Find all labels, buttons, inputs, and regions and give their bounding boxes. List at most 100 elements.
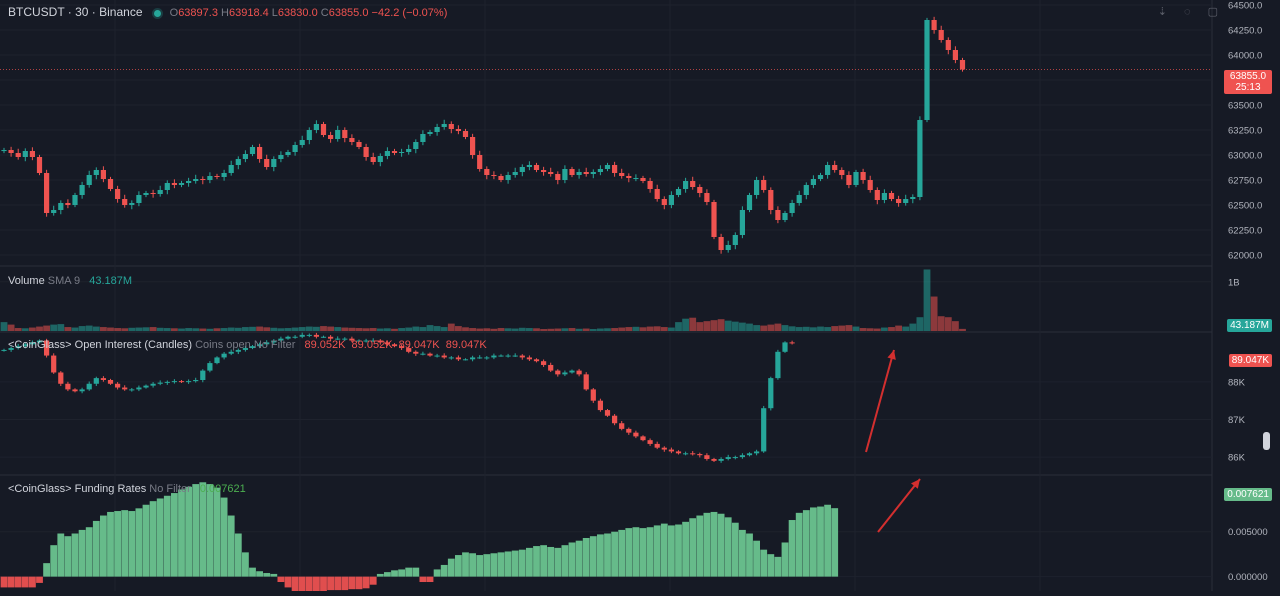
bar bbox=[703, 512, 711, 577]
bar bbox=[902, 326, 910, 331]
candle-body bbox=[406, 348, 412, 352]
bar bbox=[348, 576, 356, 590]
candle-body bbox=[441, 355, 447, 358]
candle-body bbox=[690, 453, 696, 455]
bar bbox=[305, 576, 313, 591]
bar bbox=[156, 498, 164, 577]
candle-body bbox=[335, 338, 341, 340]
candle-body bbox=[313, 124, 319, 130]
candle-body bbox=[647, 181, 653, 189]
candle-body bbox=[221, 353, 227, 358]
candle-body bbox=[846, 175, 852, 185]
bar bbox=[589, 536, 597, 577]
bar bbox=[78, 529, 86, 577]
bar bbox=[313, 576, 320, 591]
eye-off-icon[interactable]: ◌ bbox=[1183, 6, 1191, 18]
candle-body bbox=[86, 383, 92, 390]
arrow-down-icon[interactable]: ⇣ bbox=[1157, 6, 1167, 18]
bar bbox=[114, 511, 121, 577]
candle-body bbox=[860, 172, 866, 180]
candle-body bbox=[555, 174, 561, 180]
bar bbox=[810, 327, 817, 331]
candle-body bbox=[746, 195, 753, 210]
bar bbox=[355, 328, 363, 331]
bar bbox=[575, 328, 583, 331]
bar bbox=[739, 529, 746, 577]
candle-body bbox=[79, 185, 85, 195]
bar bbox=[291, 327, 299, 331]
candle-body bbox=[917, 120, 923, 197]
y-tick-label: 64250.0 bbox=[1228, 26, 1262, 37]
bar bbox=[802, 326, 810, 331]
bar bbox=[185, 328, 192, 331]
candle-body bbox=[597, 169, 603, 172]
bar bbox=[384, 328, 391, 331]
candle-body bbox=[349, 338, 355, 341]
bar bbox=[128, 511, 136, 577]
candle-body bbox=[555, 370, 561, 375]
candle-body bbox=[15, 346, 21, 349]
symbol-title[interactable]: BTCUSDT · 30 · Binance bbox=[8, 5, 143, 19]
candle-body bbox=[569, 370, 575, 373]
candle-body bbox=[704, 455, 710, 459]
bar bbox=[284, 328, 292, 331]
bar bbox=[234, 327, 242, 331]
candle-body bbox=[178, 183, 185, 185]
candle-body bbox=[1, 349, 7, 351]
candle-body bbox=[931, 20, 937, 30]
candle-body bbox=[107, 179, 114, 189]
candle-body bbox=[782, 213, 788, 220]
bar bbox=[376, 328, 384, 331]
bar bbox=[852, 326, 860, 331]
candle-body bbox=[732, 457, 738, 459]
bar bbox=[455, 555, 462, 577]
bar bbox=[675, 524, 682, 577]
bar bbox=[369, 576, 377, 585]
close-value: 63855.0 bbox=[328, 7, 369, 19]
candle-body bbox=[739, 210, 745, 235]
bar bbox=[504, 328, 512, 331]
bar bbox=[64, 536, 72, 577]
candle-body bbox=[8, 348, 14, 350]
candle-body bbox=[157, 382, 163, 384]
candle-body bbox=[228, 351, 234, 354]
bar bbox=[781, 325, 789, 331]
bar bbox=[14, 328, 22, 331]
candle-body bbox=[384, 151, 390, 156]
bar bbox=[724, 517, 732, 577]
price-legend: BTCUSDT · 30 · Binance O63897.3 H63918.4… bbox=[8, 5, 448, 19]
y-tick-label: 88K bbox=[1228, 377, 1246, 388]
bar bbox=[625, 528, 633, 577]
bar bbox=[398, 569, 405, 577]
bar bbox=[440, 327, 448, 331]
bar bbox=[163, 328, 171, 331]
candle-body bbox=[661, 447, 667, 450]
bar bbox=[952, 321, 959, 331]
bar bbox=[845, 325, 853, 331]
bar bbox=[682, 318, 689, 331]
candle-body bbox=[427, 132, 433, 134]
candle-body bbox=[761, 408, 767, 452]
candle-body bbox=[335, 130, 341, 139]
market-status-icon[interactable] bbox=[153, 9, 161, 17]
pane-resize-handle[interactable] bbox=[1263, 432, 1270, 450]
bar bbox=[504, 551, 512, 577]
candle-body bbox=[434, 127, 440, 132]
high-value: 63918.4 bbox=[228, 7, 269, 19]
bar bbox=[944, 317, 952, 331]
bar bbox=[36, 326, 43, 331]
bar bbox=[490, 553, 498, 577]
bar bbox=[305, 326, 313, 331]
candle-body bbox=[448, 124, 454, 129]
maximize-icon[interactable]: ▢ bbox=[1207, 6, 1218, 18]
candle-body bbox=[370, 340, 376, 342]
bar bbox=[199, 482, 207, 577]
candle-body bbox=[384, 342, 390, 345]
bar bbox=[0, 322, 8, 331]
bar bbox=[412, 567, 420, 577]
candle-body bbox=[122, 199, 128, 205]
y-tick-label: 86K bbox=[1228, 453, 1246, 464]
candle-body bbox=[285, 336, 291, 339]
